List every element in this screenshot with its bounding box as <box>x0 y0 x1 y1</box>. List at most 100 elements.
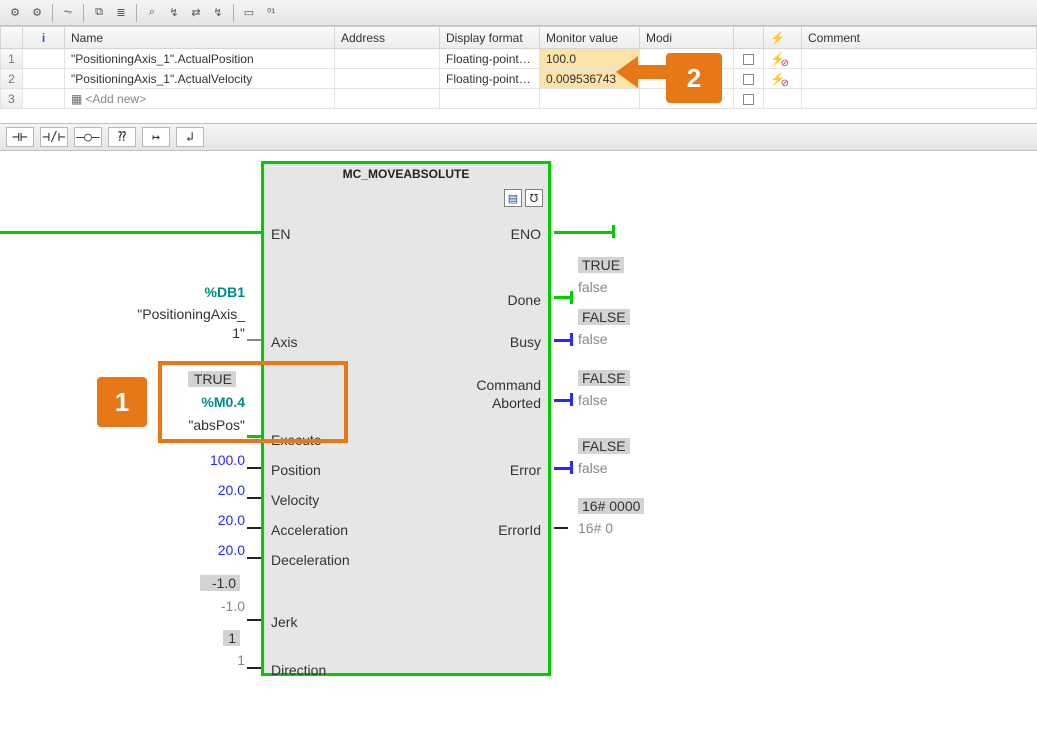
col-modify[interactable]: Modi <box>640 27 734 49</box>
cell-name[interactable]: "PositioningAxis_1".ActualPosition <box>65 49 335 69</box>
busy-flag: FALSE <box>578 309 630 325</box>
error-val: false <box>578 460 608 476</box>
eno-tick <box>612 225 615 238</box>
pos-val: 100.0 <box>175 452 245 468</box>
col-check[interactable] <box>734 27 764 49</box>
cell-name[interactable]: "PositioningAxis_1".ActualVelocity <box>65 69 335 89</box>
jerk-wire <box>247 619 261 621</box>
exec-sym: "absPos" <box>160 417 245 433</box>
tb-icon-3[interactable]: ⏦ <box>59 4 77 22</box>
db-label: %DB1 <box>140 284 245 300</box>
watch-header-row: i Name Address Display format Monitor va… <box>1 27 1037 49</box>
exec-addr: %M0.4 <box>160 394 245 410</box>
pin-position: Position <box>271 462 321 478</box>
cell-flash[interactable]: ⚡ <box>764 49 802 69</box>
cmdab-tick <box>570 393 573 406</box>
pin-eno: ENO <box>511 226 541 242</box>
jerk-val: -1.0 <box>175 598 245 614</box>
cmdab-val: false <box>578 392 608 408</box>
cell-display[interactable]: Floating-point nu... <box>440 49 540 69</box>
dir-wire <box>247 667 261 669</box>
block-title: MC_MOVEABSOLUTE <box>264 164 548 186</box>
tb-icon-5[interactable]: ≣ <box>112 4 130 22</box>
dec-val: 20.0 <box>175 542 245 558</box>
row-idx: 3 <box>1 89 23 109</box>
tb-icon-11[interactable]: ⁰¹ <box>262 4 280 22</box>
exec-flag: TRUE <box>188 371 236 387</box>
pin-cmdab2: Aborted <box>492 395 541 411</box>
tb-icon-2[interactable]: ⚙ <box>28 4 46 22</box>
vel-wire <box>247 497 261 499</box>
en-wire <box>0 231 261 234</box>
table-row-addnew[interactable]: 3 ▦<Add new> <box>1 89 1037 109</box>
errorid-val: 16# 0 <box>578 520 613 536</box>
pin-done: Done <box>508 292 541 308</box>
cell-flash[interactable]: ⚡ <box>764 69 802 89</box>
done-tick <box>570 291 573 304</box>
dir-flag: 1 <box>223 630 240 646</box>
error-flag: FALSE <box>578 438 630 454</box>
col-address[interactable]: Address <box>335 27 440 49</box>
col-i[interactable]: i <box>23 27 65 49</box>
pin-jerk: Jerk <box>271 614 297 630</box>
done-flag: TRUE <box>578 257 624 273</box>
sym-ukn-icon[interactable]: ⁇ <box>108 127 136 147</box>
axis-name-2: 1" <box>103 325 245 341</box>
cmdab-flag: FALSE <box>578 370 630 386</box>
cell-comment[interactable] <box>802 69 1037 89</box>
sym-coil-icon[interactable]: –○– <box>74 127 102 147</box>
table-row[interactable]: 2 "PositioningAxis_1".ActualVelocity Flo… <box>1 69 1037 89</box>
sym-branch-icon[interactable]: ↦ <box>142 127 170 147</box>
done-val: false <box>578 279 608 295</box>
block-instance-icon[interactable]: ℧ <box>525 189 543 207</box>
pin-errorid: ErrorId <box>498 522 541 538</box>
vel-val: 20.0 <box>175 482 245 498</box>
dir-val: 1 <box>195 652 245 668</box>
cell-check[interactable] <box>734 49 764 69</box>
pin-error: Error <box>510 462 541 478</box>
cell-comment[interactable] <box>802 49 1037 69</box>
block-tool-buttons: ▤ ℧ <box>504 189 543 207</box>
symbol-toolbar: ⊣⊢ ⊣/⊢ –○– ⁇ ↦ ↲ <box>0 123 1037 151</box>
tb-icon-8[interactable]: ⇄ <box>187 4 205 22</box>
tb-icon-4[interactable]: ⧉ <box>90 4 108 22</box>
errorid-wire <box>554 527 568 529</box>
pin-execute: Execute <box>271 432 322 448</box>
pin-axis: Axis <box>271 334 297 350</box>
pin-cmdab1: Command <box>476 377 541 393</box>
row-idx: 1 <box>1 49 23 69</box>
cell-address[interactable] <box>335 69 440 89</box>
axis-wire <box>247 339 261 341</box>
diagram-area: MC_MOVEABSOLUTE ▤ ℧ EN Axis Execute Posi… <box>0 151 1037 721</box>
cell-display[interactable]: Floating-point nu... <box>440 69 540 89</box>
col-display[interactable]: Display format <box>440 27 540 49</box>
pin-acceleration: Acceleration <box>271 522 348 538</box>
col-flash[interactable]: ⚡ <box>764 27 802 49</box>
axis-name-1: "PositioningAxis_ <box>103 306 245 322</box>
tb-icon-6[interactable]: ⌕ <box>143 4 161 22</box>
tb-icon-1[interactable]: ⚙ <box>6 4 24 22</box>
mc-moveabsolute-block[interactable]: MC_MOVEABSOLUTE ▤ ℧ EN Axis Execute Posi… <box>261 161 551 676</box>
callout-2: 2 <box>666 53 722 103</box>
block-db-icon[interactable]: ▤ <box>504 189 522 207</box>
cell-address[interactable] <box>335 49 440 69</box>
table-row[interactable]: 1 "PositioningAxis_1".ActualPosition Flo… <box>1 49 1037 69</box>
col-comment[interactable]: Comment <box>802 27 1037 49</box>
col-monitor[interactable]: Monitor value <box>540 27 640 49</box>
pin-velocity: Velocity <box>271 492 319 508</box>
tb-icon-9[interactable]: ↯ <box>209 4 227 22</box>
acc-val: 20.0 <box>175 512 245 528</box>
cell-check[interactable] <box>734 69 764 89</box>
sym-nc-contact-icon[interactable]: ⊣/⊢ <box>40 127 68 147</box>
col-name[interactable]: Name <box>65 27 335 49</box>
cell-addnew[interactable]: ▦<Add new> <box>65 89 335 109</box>
sym-return-icon[interactable]: ↲ <box>176 127 204 147</box>
tb-icon-10[interactable]: ▭ <box>240 4 258 22</box>
tb-icon-7[interactable]: ↯ <box>165 4 183 22</box>
dec-wire <box>247 557 261 559</box>
exec-wire <box>247 435 261 438</box>
sym-contact-icon[interactable]: ⊣⊢ <box>6 127 34 147</box>
jerk-flag: -1.0 <box>200 575 240 591</box>
acc-wire <box>247 527 261 529</box>
busy-val: false <box>578 331 608 347</box>
